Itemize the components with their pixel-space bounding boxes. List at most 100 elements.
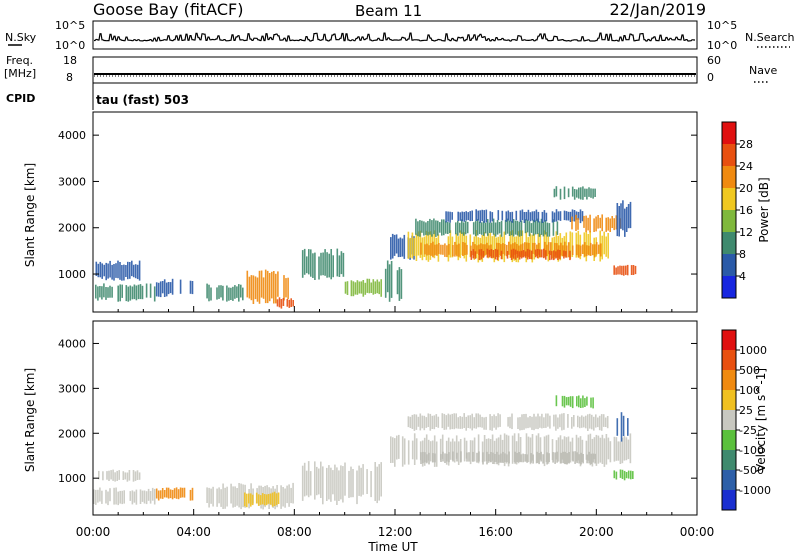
colorbar-swatch <box>722 490 736 510</box>
colorbar-swatch <box>722 188 736 210</box>
scatter-patch <box>390 433 632 467</box>
y-tick-label: 2000 <box>58 222 86 235</box>
scatter-patch <box>613 469 634 481</box>
freq-label-2: [MHz] <box>4 67 36 80</box>
scatter-patch <box>384 260 403 302</box>
x-tick-label: 08:00 <box>277 525 312 539</box>
power-x-ticks <box>92 306 698 312</box>
colorbar-tick-label: 16 <box>739 204 753 217</box>
scatter-patch <box>301 461 382 505</box>
nave-label: Nave <box>749 64 777 77</box>
power-panel: 1000 2000 3000 4000 Slant Range [km] 4 8 12 16… <box>23 111 771 313</box>
scatter-patch <box>616 412 629 442</box>
colorbar-swatch <box>722 166 736 188</box>
colorbar-swatch <box>722 470 736 490</box>
colorbar-swatch <box>722 410 736 430</box>
colorbar-tick-label: -25 <box>739 424 757 437</box>
power-y-axis: 1000 2000 3000 4000 <box>58 129 697 281</box>
scatter-patch <box>415 218 559 237</box>
scatter-patch <box>155 487 194 501</box>
colorbar-tick-label: 500 <box>739 364 760 377</box>
scatter-patch <box>555 395 594 409</box>
colorbar-tick-label: -1000 <box>739 484 771 497</box>
velocity-x-axis: 00:00 04:00 08:00 12:00 16:00 20:00 00:00 <box>76 509 715 539</box>
scatter-patch <box>571 214 622 233</box>
nsky-tick-top: 10^5 <box>55 19 85 32</box>
scatter-patch <box>246 269 289 304</box>
power-ylabel: Slant Range [km] <box>23 163 37 267</box>
scatter-patch <box>613 264 637 276</box>
nave-tick-top: 60 <box>707 54 721 67</box>
time-axis-label: Time UT <box>367 540 418 554</box>
colorbar-swatch <box>722 122 736 144</box>
velocity-colorbar: 1000 500 100 25 -25 -100 -500 -1000 <box>721 329 771 511</box>
x-tick-label: 16:00 <box>478 525 513 539</box>
cpid-label: CPID <box>6 92 35 105</box>
scatter-patch <box>93 487 156 506</box>
freq-tick-top: 18 <box>63 54 77 67</box>
colorbar-swatch <box>722 350 736 370</box>
y-tick-label: 2000 <box>58 427 86 440</box>
scatter-patch <box>244 491 280 508</box>
nsearch-tick-top: 10^5 <box>707 19 737 32</box>
colorbar-swatch <box>722 330 736 350</box>
y-tick-label: 1000 <box>58 268 86 281</box>
x-tick-label: 00:00 <box>76 525 111 539</box>
colorbar-swatch <box>722 370 736 390</box>
scatter-patch <box>98 469 141 482</box>
scatter-patch <box>95 283 156 302</box>
power-cbar-label: Power [dB] <box>757 177 771 242</box>
nsky-tick-bottom: 10^0 <box>55 39 85 52</box>
scatter-patch <box>344 278 382 297</box>
y-tick-label: 3000 <box>58 382 86 395</box>
x-tick-label: 04:00 <box>176 525 211 539</box>
beam-title: Beam 11 <box>355 2 422 20</box>
cpid-strip: CPID tau (fast) 503 <box>6 83 189 110</box>
scatter-patch <box>470 248 571 261</box>
date-title: 22/Jan/2019 <box>609 0 706 19</box>
velocity-ylabel: Slant Range [km] <box>23 368 37 472</box>
colorbar-tick-label: 20 <box>739 182 753 195</box>
colorbar-tick-label: 12 <box>739 226 753 239</box>
nave-tick-bottom: 0 <box>707 71 714 84</box>
colorbar-tick-label: 1000 <box>739 344 767 357</box>
scatter-patch <box>407 413 609 431</box>
colorbar-swatch <box>722 210 736 232</box>
x-tick-label: 00:00 <box>680 525 715 539</box>
colorbar-tick-label: 25 <box>739 404 753 417</box>
scatter-patch <box>553 186 596 200</box>
y-tick-label: 4000 <box>58 129 86 142</box>
y-tick-label: 3000 <box>58 175 86 188</box>
scatter-patch <box>420 451 596 465</box>
colorbar-tick-label: 24 <box>739 160 753 173</box>
colorbar-tick-label: -100 <box>739 444 764 457</box>
colorbar-tick-label: 28 <box>739 138 753 151</box>
cpid-value: tau (fast) 503 <box>96 93 189 107</box>
x-tick-label: 20:00 <box>579 525 614 539</box>
colorbar-swatch <box>722 232 736 254</box>
colorbar-swatch <box>722 450 736 470</box>
nsky-trace <box>94 32 695 42</box>
nsearch-label: N.Search <box>745 31 795 44</box>
colorbar-tick-label: 8 <box>739 248 746 261</box>
colorbar-swatch <box>722 254 736 276</box>
colorbar-tick-label: 100 <box>739 384 760 397</box>
scatter-patch <box>445 209 584 224</box>
colorbar-tick-label: 4 <box>739 270 746 283</box>
scatter-patch <box>616 200 632 237</box>
velocity-y-axis: 1000 2000 3000 4000 <box>58 337 697 485</box>
x-tick-label: 12:00 <box>378 525 413 539</box>
colorbar-tick-label: -500 <box>739 464 764 477</box>
scatter-patch <box>276 297 294 309</box>
scatter-patch <box>155 278 194 298</box>
scatter-patch <box>301 248 345 280</box>
colorbar-swatch <box>722 390 736 410</box>
power-heatmap-data <box>95 186 637 309</box>
scatter-patch <box>95 260 141 281</box>
velocity-cbar-label: Velocity [m s^-1] <box>754 368 768 472</box>
velocity-panel: 1000 2000 3000 4000 00:00 04:00 08:00 12:00 16:… <box>23 320 771 554</box>
freq-tick-bottom: 8 <box>66 71 73 84</box>
colorbar-swatch <box>722 144 736 166</box>
colorbar-swatch <box>722 430 736 450</box>
